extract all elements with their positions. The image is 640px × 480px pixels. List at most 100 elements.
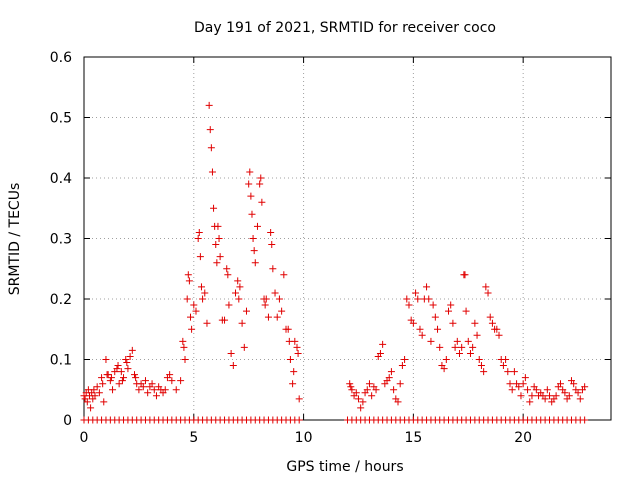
data-point	[161, 386, 169, 394]
data-point	[464, 337, 472, 345]
data-point	[359, 398, 367, 406]
data-point	[91, 392, 99, 400]
data-point	[216, 253, 224, 261]
data-point	[528, 392, 536, 400]
data-point	[416, 325, 424, 333]
data-point	[144, 389, 152, 397]
data-point	[556, 380, 564, 388]
data-point	[227, 349, 235, 357]
data-point	[251, 259, 259, 267]
data-point	[352, 389, 360, 397]
data-point	[461, 271, 469, 279]
data-point	[190, 301, 198, 309]
data-point	[120, 374, 128, 382]
data-point	[284, 325, 292, 333]
data-point	[131, 371, 139, 379]
y-axis-label: SRMTID / TECUs	[7, 183, 23, 296]
data-point	[192, 307, 200, 315]
data-point	[208, 168, 216, 176]
data-point	[427, 337, 435, 345]
data-point	[248, 210, 256, 218]
data-point	[455, 349, 463, 357]
data-point	[264, 313, 272, 321]
data-point	[199, 295, 207, 303]
data-point	[132, 374, 140, 382]
data-point	[123, 359, 131, 367]
data-point	[289, 380, 297, 388]
data-point	[293, 343, 301, 351]
data-point	[405, 301, 413, 309]
data-point	[506, 380, 514, 388]
data-point	[236, 283, 244, 291]
data-point	[179, 337, 187, 345]
data-point	[403, 295, 411, 303]
x-tick-label: 5	[189, 430, 198, 446]
data-point	[240, 343, 248, 351]
data-point	[150, 386, 158, 394]
data-points	[80, 101, 589, 424]
data-point	[250, 247, 258, 255]
data-point	[229, 362, 237, 370]
data-point	[223, 265, 231, 273]
data-point	[486, 313, 494, 321]
data-point	[495, 331, 503, 339]
data-point	[368, 392, 376, 400]
data-point	[295, 416, 303, 424]
data-point	[238, 319, 246, 327]
data-point	[453, 337, 461, 345]
data-point	[135, 386, 143, 394]
data-point	[570, 380, 578, 388]
data-point	[205, 101, 213, 109]
data-point	[213, 259, 221, 267]
data-point	[98, 374, 106, 382]
data-point	[115, 380, 123, 388]
data-point	[124, 365, 132, 373]
data-point	[180, 343, 188, 351]
data-point	[235, 295, 243, 303]
data-point	[347, 383, 355, 391]
data-point	[379, 340, 387, 348]
y-tick-label: 0.2	[50, 292, 72, 308]
data-point	[552, 392, 560, 400]
data-point	[561, 389, 569, 397]
data-point	[118, 377, 126, 385]
data-point	[114, 362, 122, 370]
data-point	[354, 395, 362, 403]
data-point	[268, 241, 276, 249]
data-point	[246, 168, 254, 176]
data-point	[447, 301, 455, 309]
data-point	[113, 365, 121, 373]
data-point	[390, 386, 398, 394]
data-point	[168, 377, 176, 385]
data-point	[172, 386, 180, 394]
data-point	[477, 362, 485, 370]
data-point	[245, 180, 253, 188]
x-tick-label: 0	[80, 430, 89, 446]
data-point	[394, 398, 402, 406]
data-point	[257, 174, 265, 182]
data-point	[541, 395, 549, 403]
data-point	[122, 356, 130, 363]
data-point	[365, 380, 373, 388]
data-point	[493, 325, 501, 333]
x-tick-label: 15	[404, 430, 422, 446]
data-point	[215, 235, 223, 242]
data-point	[212, 241, 220, 249]
data-point	[185, 277, 193, 285]
data-point	[225, 301, 233, 309]
data-point	[504, 368, 512, 376]
data-point	[271, 289, 279, 297]
data-point	[210, 204, 218, 212]
y-tick-label: 0.6	[50, 50, 72, 66]
data-point	[574, 389, 582, 397]
data-point	[469, 343, 477, 351]
data-point	[543, 386, 551, 394]
data-point	[253, 222, 261, 230]
data-point	[475, 356, 483, 363]
data-point	[294, 349, 302, 357]
data-point	[396, 380, 404, 388]
data-point	[278, 307, 286, 315]
y-tick-label: 0.5	[50, 111, 72, 127]
data-point	[273, 313, 281, 321]
data-point	[166, 371, 174, 379]
